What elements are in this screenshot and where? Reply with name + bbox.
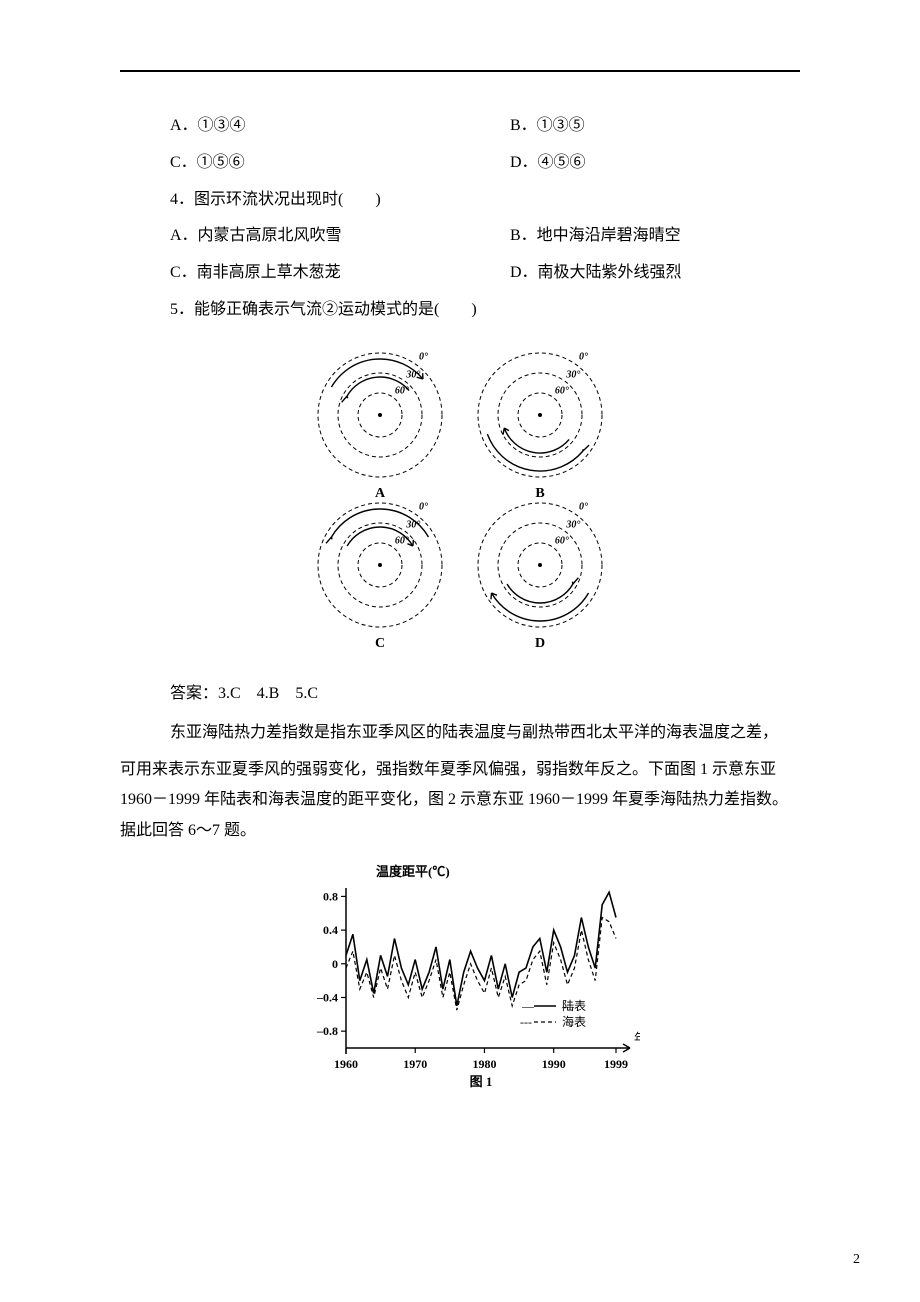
svg-text:—: — <box>521 999 535 1013</box>
q5-diagram: 0°30°60°A0°30°60°B0°30°60°C0°30°60°D <box>120 335 800 666</box>
svg-text:A: A <box>375 486 386 501</box>
svg-text:B: B <box>535 486 544 501</box>
svg-text:0.8: 0.8 <box>323 889 338 903</box>
q4-opt-c: C．南非高原上草木葱茏 <box>170 259 510 288</box>
svg-text:60°: 60° <box>555 535 569 546</box>
svg-text:0°: 0° <box>419 351 428 362</box>
q3-opt-c: C．①⑤⑥ <box>170 149 510 178</box>
svg-text:图 1: 图 1 <box>470 1074 493 1089</box>
q4-stem: 4．图示环流状况出现时( ) <box>120 186 800 215</box>
svg-text:---: --- <box>520 1015 532 1029</box>
svg-text:1999: 1999 <box>604 1057 628 1071</box>
q5-diagram-svg: 0°30°60°A0°30°60°B0°30°60°C0°30°60°D <box>290 335 630 655</box>
svg-text:海表: 海表 <box>562 1014 586 1029</box>
q3-option-row-1: A．①③④ B．①③⑤ <box>120 112 800 141</box>
q4-opt-d: D．南极大陆紫外线强烈 <box>510 259 800 288</box>
svg-text:D: D <box>535 636 545 651</box>
svg-text:1980: 1980 <box>472 1057 496 1071</box>
svg-text:–0.4: –0.4 <box>316 990 338 1004</box>
svg-text:–0.8: –0.8 <box>316 1024 338 1038</box>
svg-text:C: C <box>375 636 385 651</box>
svg-text:1960: 1960 <box>334 1057 358 1071</box>
svg-text:0°: 0° <box>579 501 588 512</box>
svg-text:1990: 1990 <box>542 1057 566 1071</box>
q4-option-row-2: C．南非高原上草木葱茏 D．南极大陆紫外线强烈 <box>120 259 800 288</box>
svg-text:0°: 0° <box>579 351 588 362</box>
top-rule <box>120 70 800 72</box>
q3-option-row-2: C．①⑤⑥ D．④⑤⑥ <box>120 149 800 178</box>
passage-line1: 东亚海陆热力差指数是指东亚季风区的陆表温度与副热带西北太平洋的海表温度之差， <box>120 718 800 748</box>
svg-text:1970: 1970 <box>403 1057 427 1071</box>
chart1-svg: 温度距平(℃) –0.8 –0.4 0 0.4 0.8 1960 1970 1980 1990 19… <box>280 860 640 1100</box>
svg-text:年份: 年份 <box>634 1031 640 1045</box>
svg-text:温度距平(℃): 温度距平(℃) <box>376 864 450 879</box>
svg-text:陆表: 陆表 <box>562 998 586 1013</box>
svg-text:60°: 60° <box>555 385 569 396</box>
q4-opt-b: B．地中海沿岸碧海晴空 <box>510 222 800 251</box>
svg-text:30°: 30° <box>565 519 580 530</box>
passage-line2: 可用来表示东亚夏季风的强弱变化，强指数年夏季风偏强，弱指数年反之。下面图 1 示… <box>120 755 800 846</box>
svg-text:0.4: 0.4 <box>323 923 338 937</box>
chart1-block: 温度距平(℃) –0.8 –0.4 0 0.4 0.8 1960 1970 1980 1990 19… <box>120 860 800 1111</box>
page-number: 2 <box>853 1247 860 1272</box>
q3-opt-b: B．①③⑤ <box>510 112 800 141</box>
q5-stem: 5．能够正确表示气流②运动模式的是( ) <box>120 296 800 325</box>
svg-text:30°: 30° <box>565 369 580 380</box>
q3-opt-a: A．①③④ <box>170 112 510 141</box>
q3-opt-d: D．④⑤⑥ <box>510 149 800 178</box>
svg-text:0: 0 <box>332 957 338 971</box>
q4-option-row-1: A．内蒙古高原北风吹雪 B．地中海沿岸碧海晴空 <box>120 222 800 251</box>
answer-line: 答案：3.C 4.B 5.C <box>120 680 800 709</box>
q4-opt-a: A．内蒙古高原北风吹雪 <box>170 222 510 251</box>
svg-text:0°: 0° <box>419 501 428 512</box>
